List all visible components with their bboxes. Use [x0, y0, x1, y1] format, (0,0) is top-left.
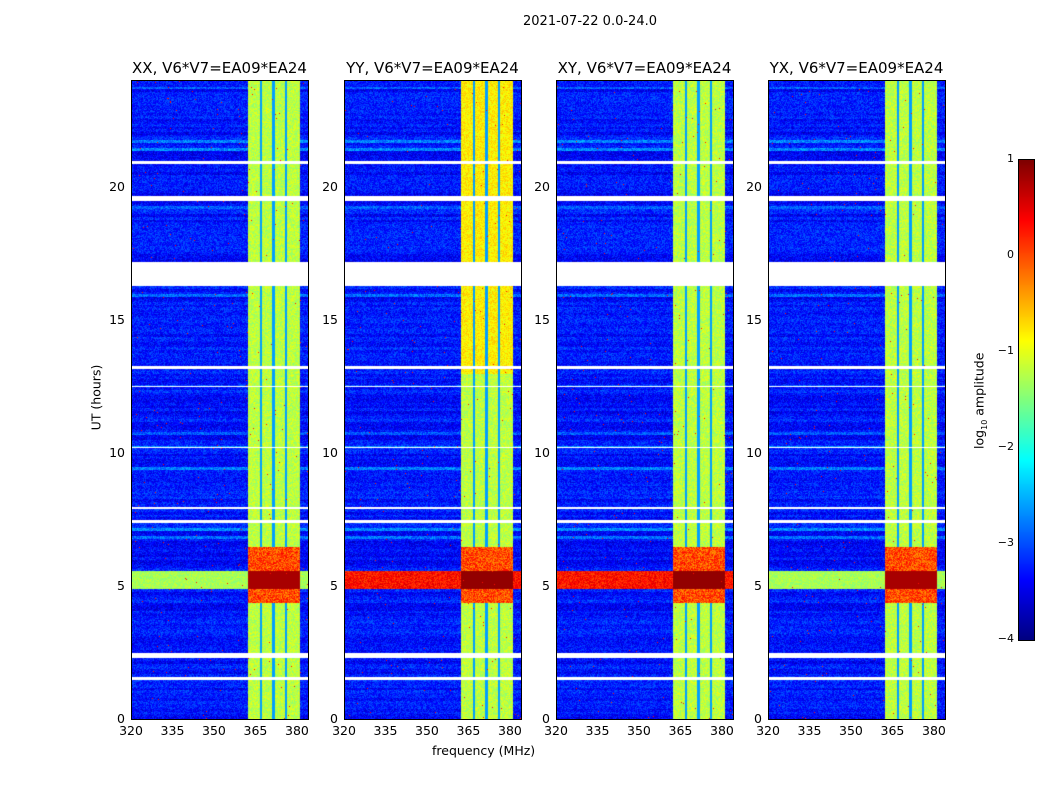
colorbar-label: log10 amplitude [971, 352, 989, 449]
x-tick-label: 335 [797, 723, 822, 738]
x-tick-label: 320 [332, 723, 356, 738]
y-tick-label: 20 [109, 178, 125, 194]
x-tick-label: 365 [880, 723, 905, 738]
x-tick-label: 320 [119, 723, 143, 738]
heatmap-panel [556, 80, 734, 720]
heatmap-image [345, 81, 521, 719]
y-tick-label: 20 [322, 178, 338, 194]
heatmap-image [557, 81, 733, 719]
y-tick-label: 10 [534, 444, 550, 460]
figure-title: 2021-07-22 0.0-24.0 [523, 14, 657, 29]
colorbar-tick-label: 1 [1007, 152, 1014, 165]
y-tick-label: 0 [117, 711, 125, 726]
y-tick-label: 5 [330, 577, 338, 593]
colorbar-tick-label: −4 [997, 632, 1014, 645]
colorbar [1018, 159, 1035, 641]
y-tick-label: 15 [322, 311, 338, 327]
colorbar-tick-label: −2 [997, 440, 1014, 453]
y-tick-label: 15 [746, 311, 762, 327]
y-tick-label: 10 [109, 444, 125, 460]
x-tick-label: 335 [373, 723, 398, 738]
x-tick-label: 365 [243, 723, 268, 738]
x-tick-label: 335 [160, 723, 185, 738]
heatmap-panel [131, 80, 309, 720]
y-tick-label: 20 [746, 178, 762, 194]
panel-title: YX, V6*V7=EA09*EA24 [769, 59, 944, 77]
y-tick-label: 5 [754, 577, 762, 593]
x-tick-label: 380 [922, 723, 946, 738]
y-tick-label: 0 [542, 711, 550, 726]
y-tick-label: 15 [109, 311, 125, 327]
y-tick-label: 20 [534, 178, 550, 194]
x-tick-label: 350 [627, 723, 651, 738]
heatmap-image [769, 81, 945, 719]
x-tick-label: 335 [585, 723, 610, 738]
x-tick-label: 380 [710, 723, 734, 738]
heatmap-image [132, 81, 308, 719]
y-tick-label: 0 [330, 711, 338, 726]
heatmap-panel [344, 80, 522, 720]
x-tick-label: 380 [285, 723, 309, 738]
y-tick-label: 15 [534, 311, 550, 327]
y-tick-label: 0 [754, 711, 762, 726]
x-tick-label: 380 [498, 723, 522, 738]
colorbar-tick-label: −1 [997, 344, 1014, 357]
colorbar-tick-label: 0 [1007, 248, 1014, 261]
x-tick-label: 320 [544, 723, 568, 738]
y-axis-label: UT (hours) [88, 364, 104, 431]
panel-title: XY, V6*V7=EA09*EA24 [557, 59, 732, 77]
x-tick-label: 365 [456, 723, 481, 738]
heatmap-panel [768, 80, 946, 720]
x-axis-label: frequency (MHz) [432, 743, 536, 758]
y-tick-label: 10 [746, 444, 762, 460]
panel-title: YY, V6*V7=EA09*EA24 [346, 59, 519, 77]
x-tick-label: 320 [756, 723, 780, 738]
x-tick-label: 365 [668, 723, 693, 738]
colorbar-tick-label: −3 [997, 536, 1014, 549]
y-tick-label: 10 [322, 444, 338, 460]
x-tick-label: 350 [202, 723, 226, 738]
y-tick-label: 5 [117, 577, 125, 593]
x-tick-label: 350 [839, 723, 863, 738]
y-tick-label: 5 [542, 577, 550, 593]
panel-title: XX, V6*V7=EA09*EA24 [132, 59, 307, 77]
x-tick-label: 350 [415, 723, 439, 738]
